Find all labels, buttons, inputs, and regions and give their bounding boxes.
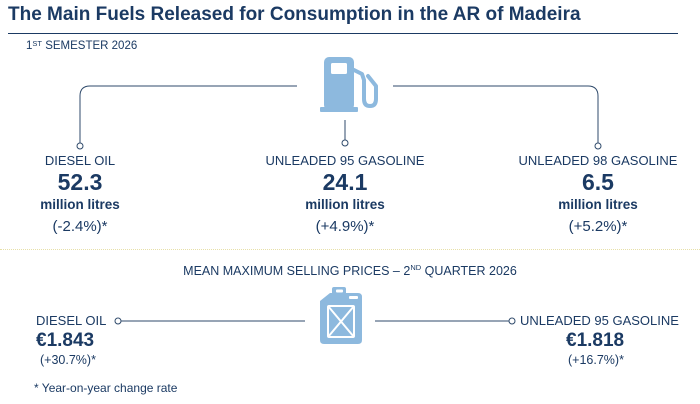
price-label-unleaded95: UNLEADED 95 GASOLINE bbox=[520, 313, 679, 328]
connector-dot-left bbox=[76, 142, 84, 150]
page-title: The Main Fuels Released for Consumption … bbox=[8, 4, 581, 25]
fuel-unit-unleaded95: million litres bbox=[305, 197, 385, 212]
price-label-diesel: DIESEL OIL bbox=[36, 313, 107, 328]
section-divider bbox=[0, 249, 700, 250]
connector-bracket bbox=[79, 85, 297, 143]
fuel-value-diesel: 52.3 bbox=[57, 169, 103, 195]
fuel-label-diesel: DIESEL OIL bbox=[44, 153, 116, 168]
fuel-unit-diesel: million litres bbox=[40, 197, 120, 212]
fuel-unit-unleaded98: million litres bbox=[558, 197, 638, 212]
price-value-diesel: €1.843 bbox=[36, 330, 95, 351]
fuel-change-unleaded98: (+5.2%)* bbox=[568, 218, 628, 235]
fuel-change-unleaded95: (+4.9%)* bbox=[315, 218, 375, 235]
title-divider bbox=[8, 33, 678, 34]
price-dot-left bbox=[114, 317, 122, 325]
price-dot-right bbox=[508, 317, 516, 325]
connector-dot-right bbox=[594, 142, 602, 150]
fuel-value-unleaded98: 6.5 bbox=[582, 169, 614, 195]
fuel-change-diesel: (-2.4%)* bbox=[52, 218, 108, 235]
price-value-unleaded95: €1.818 bbox=[566, 330, 625, 351]
prices-section-title: MEAN MAXIMUM SELLING PRICES – 2ND QUARTE… bbox=[183, 263, 517, 278]
fuel-pump-icon bbox=[320, 57, 378, 112]
fuel-label-unleaded95: UNLEADED 95 GASOLINE bbox=[265, 153, 425, 168]
footnote: * Year-on-year change rate bbox=[34, 381, 178, 395]
price-change-diesel: (+30.7%)* bbox=[40, 353, 96, 367]
fuel-label-unleaded98: UNLEADED 98 GASOLINE bbox=[518, 153, 678, 168]
price-change-unleaded95: (+16.7%)* bbox=[568, 353, 624, 367]
connector-bracket-right bbox=[393, 85, 599, 143]
fuel-value-unleaded95: 24.1 bbox=[322, 169, 368, 195]
semester-label: 1ST SEMESTER 2026 bbox=[26, 39, 138, 52]
connector-dot-center bbox=[341, 139, 349, 147]
jerry-can-icon bbox=[320, 287, 362, 344]
